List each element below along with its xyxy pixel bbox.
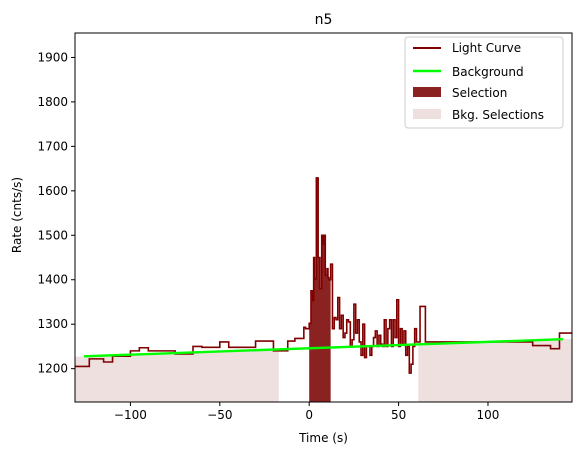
legend-label-selection: Selection [452,86,507,100]
plot-area [75,177,572,402]
x-tick-label: 50 [391,408,406,422]
selection-layer [309,177,331,402]
x-tick-label: 100 [477,408,500,422]
axes-frame [74,32,573,403]
legend-frame [404,36,564,129]
y-tick-label: 1800 [37,95,68,109]
bkg-selection-region-1 [418,338,572,402]
axes: −100 −50 0 50 100 1200 1300 1400 1500 1600 1700 180… [37,32,573,422]
y-tick-label: 1400 [37,273,68,287]
bkg-selection-layer [75,338,572,402]
y-tick-label: 1900 [37,50,68,64]
x-tick-label: 0 [305,408,313,422]
selection-region-0 [309,177,331,402]
chart-title: n5 [315,12,333,28]
light-curve-line [75,177,572,374]
legend-swatch-bkg-selections [413,109,441,119]
y-tick-label: 1700 [37,139,68,153]
legend-swatch-selection [413,87,441,97]
y-tick-label: 1300 [37,317,68,331]
legend-label-background: Background [452,65,524,79]
legend-label-bkg-selections: Bkg. Selections [452,108,544,122]
legend-label-light-curve: Light Curve [452,41,521,55]
y-axis-label: Rate (cnts/s) [10,177,24,253]
background-fit-line [83,337,564,358]
bkg-selection-region-0 [75,349,279,402]
y-tick-label: 1200 [37,362,68,376]
series-layer [75,177,572,374]
x-axis-label: Time (s) [298,431,348,445]
y-tick-label: 1500 [37,228,68,242]
x-tick-label: −50 [207,408,232,422]
x-tick-label: −100 [114,408,147,422]
y-tick-label: 1600 [37,184,68,198]
legend: Light Curve Background Selection Bkg. Se… [404,36,564,129]
